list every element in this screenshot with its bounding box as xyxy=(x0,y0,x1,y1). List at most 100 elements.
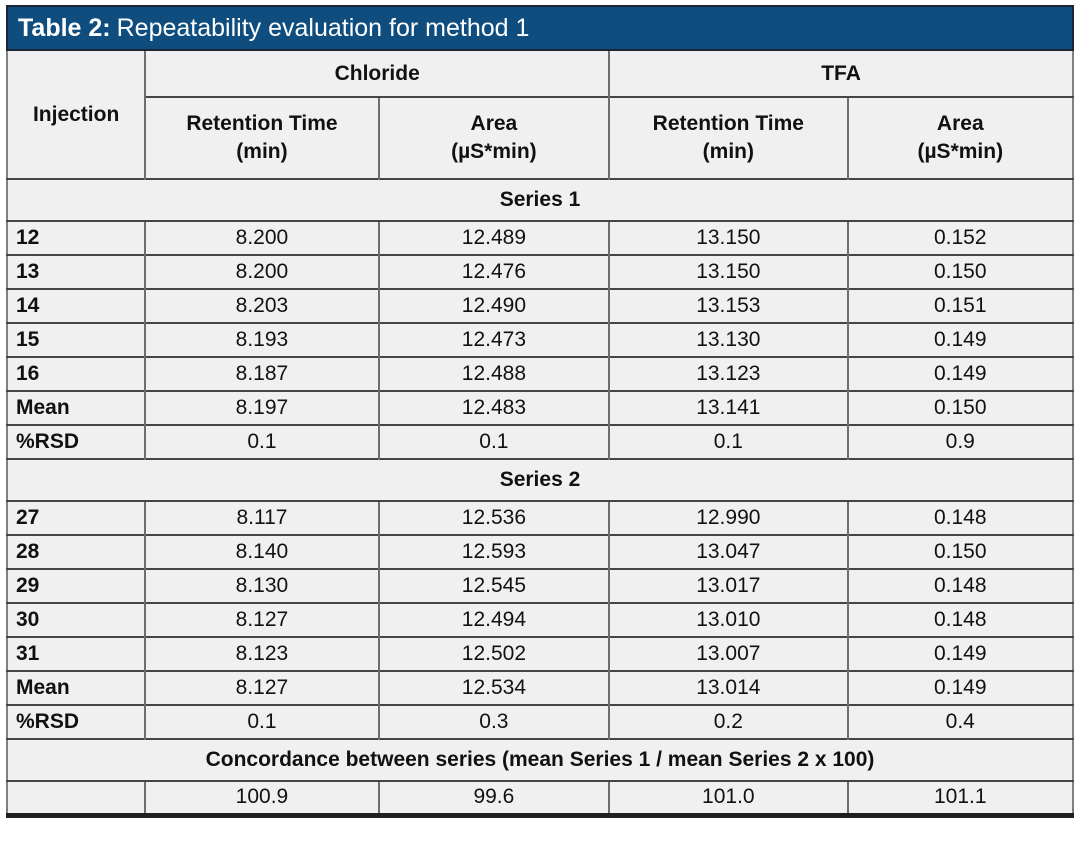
injection-cell: 13 xyxy=(7,254,146,289)
concordance-row: 100.9 99.6 101.0 101.1 xyxy=(7,780,1073,815)
value-cell: 13.153 xyxy=(608,288,848,323)
table-row: Mean 8.197 12.483 13.141 0.150 xyxy=(7,390,1073,425)
injection-cell: 27 xyxy=(7,500,146,535)
table-row: 31 8.123 12.502 13.007 0.149 xyxy=(7,636,1073,671)
value-cell: 0.149 xyxy=(846,636,1073,671)
header-group-row: Injection Chloride TFA xyxy=(7,51,1073,126)
value-cell: 12.534 xyxy=(377,670,610,705)
header-line-2: (min) xyxy=(702,140,754,163)
value-cell: 13.150 xyxy=(608,220,848,255)
value-cell: 8.130 xyxy=(144,568,379,603)
header-line-1: Area xyxy=(470,112,518,135)
injection-cell: 16 xyxy=(7,356,146,391)
value-cell: 8.117 xyxy=(144,500,379,535)
value-cell: 99.6 xyxy=(377,780,610,815)
table-row: 16 8.187 12.488 13.123 0.149 xyxy=(7,356,1073,391)
col-header-tfa-retention-time: Retention Time (min) xyxy=(608,96,848,179)
value-cell: 0.148 xyxy=(846,500,1073,535)
table-row: 28 8.140 12.593 13.047 0.150 xyxy=(7,534,1073,569)
table-row: 30 8.127 12.494 13.010 0.148 xyxy=(7,602,1073,637)
value-cell: 0.4 xyxy=(846,704,1073,739)
value-cell: 101.0 xyxy=(608,780,848,815)
series-2-banner-row: Series 2 xyxy=(7,458,1073,501)
table-figure: Table 2: Repeatability evaluation for met… xyxy=(6,5,1074,818)
col-header-chloride-area: Area (µS*min) xyxy=(377,96,610,179)
value-cell: 8.123 xyxy=(144,636,379,671)
header-line-1: Retention Time xyxy=(186,112,338,135)
repeatability-table: Injection Chloride TFA Retention Time (m… xyxy=(6,51,1074,818)
header-line-2: (min) xyxy=(236,140,288,163)
injection-cell: 29 xyxy=(7,568,146,603)
col-header-chloride-retention-time: Retention Time (min) xyxy=(144,96,379,179)
value-cell: 13.014 xyxy=(608,670,848,705)
value-cell: 12.502 xyxy=(377,636,610,671)
col-header-injection: Injection xyxy=(32,102,120,126)
header-line-2: (µS*min) xyxy=(451,140,537,163)
col-group-chloride: Chloride xyxy=(144,51,610,97)
value-cell: 0.150 xyxy=(846,534,1073,569)
injection-cell: 15 xyxy=(7,322,146,357)
value-cell: 8.203 xyxy=(144,288,379,323)
value-cell: 8.197 xyxy=(144,390,379,425)
value-cell: 0.149 xyxy=(846,322,1073,357)
value-cell: 13.130 xyxy=(608,322,848,357)
value-cell: 8.200 xyxy=(144,220,379,255)
series-2-banner: Series 2 xyxy=(7,458,1073,501)
header-sub-row: Retention Time (min) Area (µS*min) Reten… xyxy=(7,96,1073,179)
table-number: Table 2: xyxy=(18,14,111,42)
header-line-1: Retention Time xyxy=(652,112,804,135)
value-cell: 12.593 xyxy=(377,534,610,569)
header-line-1: Area xyxy=(936,112,984,135)
value-cell: 8.193 xyxy=(144,322,379,357)
value-cell: 12.536 xyxy=(377,500,610,535)
value-cell: 0.1 xyxy=(144,424,379,459)
value-cell: 12.488 xyxy=(377,356,610,391)
value-cell: 13.017 xyxy=(608,568,848,603)
value-cell: 8.200 xyxy=(144,254,379,289)
value-cell: 0.1 xyxy=(608,424,848,459)
value-cell: 0.150 xyxy=(846,390,1073,425)
value-cell: 0.150 xyxy=(846,254,1073,289)
value-cell: 0.9 xyxy=(846,424,1073,459)
value-cell: 12.473 xyxy=(377,322,610,357)
value-cell: 101.1 xyxy=(846,780,1073,815)
value-cell: 13.150 xyxy=(608,254,848,289)
table-row: 12 8.200 12.489 13.150 0.152 xyxy=(7,220,1073,255)
value-cell: 13.141 xyxy=(608,390,848,425)
injection-cell: 14 xyxy=(7,288,146,323)
value-cell: 12.476 xyxy=(377,254,610,289)
value-cell: 12.545 xyxy=(377,568,610,603)
injection-cell: 31 xyxy=(7,636,146,671)
value-cell: 0.3 xyxy=(377,704,610,739)
injection-cell: %RSD xyxy=(7,424,146,459)
value-cell: 0.148 xyxy=(846,602,1073,637)
table-row: Mean 8.127 12.534 13.014 0.149 xyxy=(7,670,1073,705)
table-title-bar: Table 2: Repeatability evaluation for met… xyxy=(6,5,1074,51)
table-row: 27 8.117 12.536 12.990 0.148 xyxy=(7,500,1073,535)
value-cell: 8.127 xyxy=(144,670,379,705)
value-cell: 8.187 xyxy=(144,356,379,391)
table-row: 14 8.203 12.490 13.153 0.151 xyxy=(7,288,1073,323)
value-cell: 0.2 xyxy=(608,704,848,739)
value-cell: 0.148 xyxy=(846,568,1073,603)
value-cell: 12.990 xyxy=(608,500,848,535)
table-row: %RSD 0.1 0.3 0.2 0.4 xyxy=(7,704,1073,739)
value-cell: 12.483 xyxy=(377,390,610,425)
col-header-tfa-area: Area (µS*min) xyxy=(846,96,1073,179)
table-caption: Repeatability evaluation for method 1 xyxy=(116,14,530,42)
value-cell: 13.047 xyxy=(608,534,848,569)
header-line-2: (µS*min) xyxy=(917,140,1004,163)
value-cell: 12.494 xyxy=(377,602,610,637)
value-cell: 8.140 xyxy=(144,534,379,569)
series-1-banner-row: Series 1 xyxy=(7,178,1073,221)
injection-cell: Mean xyxy=(7,670,146,705)
series-1-banner: Series 1 xyxy=(7,178,1073,221)
value-cell: 8.127 xyxy=(144,602,379,637)
injection-cell: 12 xyxy=(7,220,146,255)
table-row: %RSD 0.1 0.1 0.1 0.9 xyxy=(7,424,1073,459)
col-group-tfa: TFA xyxy=(608,51,1073,97)
value-cell: 0.1 xyxy=(144,704,379,739)
table-row: 13 8.200 12.476 13.150 0.150 xyxy=(7,254,1073,289)
value-cell: 0.1 xyxy=(377,424,610,459)
